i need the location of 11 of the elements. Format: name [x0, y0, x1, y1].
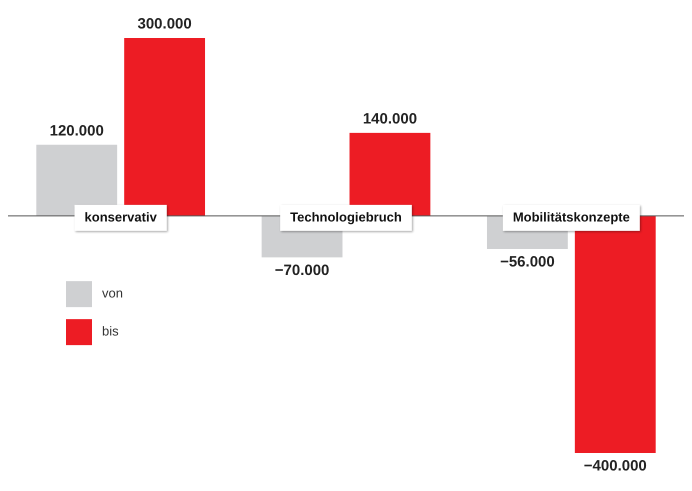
data-label: 300.000 [137, 16, 192, 33]
data-label: 140.000 [362, 110, 418, 128]
legend-label: bis [102, 324, 120, 339]
x-tick-label: Mobilitätskonzepte [512, 209, 630, 224]
data-label: 120.000 [50, 122, 104, 140]
data-label: −70.000 [274, 262, 330, 279]
data-label: −400.000 [584, 458, 647, 475]
legend-label: von [102, 286, 123, 301]
x-tick-label: konservativ [84, 209, 158, 224]
x-tick-label: Technologiebruch [290, 209, 402, 224]
data-label: −56.000 [500, 254, 555, 271]
